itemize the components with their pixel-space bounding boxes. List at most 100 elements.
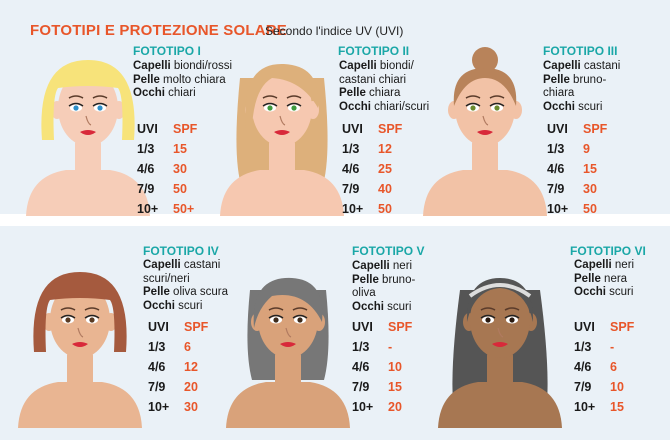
- description-line: Pelle nera: [574, 273, 634, 287]
- uvi-value: 1/3: [352, 340, 370, 354]
- spf-value: 30: [583, 182, 597, 196]
- uvi-header: UVI: [574, 320, 595, 334]
- spf-value: 6: [610, 360, 617, 374]
- description-key: Capelli: [543, 60, 581, 72]
- description-line: Pelle oliva scura: [143, 286, 228, 300]
- uvi-value: 4/6: [137, 162, 155, 176]
- phototype-title: FOTOTIPO IV: [143, 244, 219, 258]
- phototype-title: FOTOTIPO VI: [570, 244, 646, 258]
- portrait-5: [226, 277, 350, 428]
- spf-value: 50: [378, 202, 392, 216]
- description-value: bruno-: [378, 273, 416, 286]
- description-key: Capelli: [574, 259, 612, 271]
- description-line: scuri/neri: [143, 273, 228, 287]
- description-line: Occhi chiari: [133, 87, 232, 101]
- description-value: chiara: [543, 87, 575, 99]
- spf-value: 12: [184, 360, 198, 374]
- spf-value: 50: [173, 182, 187, 196]
- portrait-6: [438, 278, 562, 428]
- description-line: Pelle bruno-: [352, 274, 415, 288]
- phototype-description: Capelli neri Pelle bruno-oliva Occhi scuri: [352, 260, 415, 314]
- phototype-description: Capelli neri Pelle nera Occhi scuri: [574, 259, 634, 300]
- uvi-value: 7/9: [148, 380, 166, 394]
- spf-value: 50: [583, 202, 597, 216]
- spf-value: -: [388, 340, 393, 354]
- phototype-title: FOTOTIPO II: [338, 44, 410, 58]
- uvi-value: 10+: [137, 202, 159, 216]
- phototype-description: Capelli castani scuri/neri Pelle oliva scu…: [143, 259, 228, 313]
- spf-value: 6: [184, 340, 191, 354]
- phototype-title: FOTOTIPO I: [133, 44, 201, 58]
- description-line: Capelli castani: [143, 259, 228, 273]
- uvi-value: 1/3: [547, 142, 565, 156]
- spf-value: 15: [583, 162, 597, 176]
- spf-value: 40: [378, 182, 392, 196]
- spf-value: 15: [610, 400, 624, 414]
- description-key: Occhi: [543, 100, 575, 113]
- description-line: Capelli castani: [543, 60, 620, 74]
- description-value: molto chiara: [159, 73, 226, 86]
- description-key: Occhi: [143, 299, 175, 312]
- description-key: Pelle: [574, 272, 601, 285]
- uvi-value: 4/6: [574, 360, 592, 374]
- description-value: neri: [389, 260, 413, 272]
- spf-value: 20: [184, 380, 198, 394]
- uvi-header: UVI: [342, 122, 363, 136]
- description-line: Pelle bruno-: [543, 74, 620, 88]
- spf-value: 10: [388, 360, 402, 374]
- description-line: Occhi scuri: [543, 101, 620, 115]
- description-value: scuri: [574, 100, 603, 113]
- uvi-value: 4/6: [352, 360, 370, 374]
- portrait-2: [220, 63, 344, 216]
- description-line: Occhi scuri: [574, 286, 634, 300]
- uvi-header: UVI: [148, 320, 169, 334]
- uvi-value: 1/3: [148, 340, 166, 354]
- spf-value: 50+: [173, 202, 195, 216]
- phototype-description: Capelli biondi/rossi Pelle molto chiara Oc…: [133, 60, 232, 101]
- description-key: Pelle: [143, 286, 170, 298]
- description-value: bruno-: [569, 73, 607, 86]
- uvi-value: 7/9: [574, 380, 592, 394]
- description-key: Occhi: [339, 100, 371, 113]
- uvi-value: 10+: [547, 202, 569, 216]
- uvi-header: UVI: [547, 122, 568, 136]
- description-value: castani chiari: [339, 73, 407, 86]
- uvi-value: 7/9: [547, 182, 565, 196]
- page-title: FOTOTIPI E PROTEZIONE SOLARE: [30, 22, 288, 39]
- description-value: castani: [180, 259, 221, 271]
- description-key: Occhi: [352, 300, 384, 313]
- phototype-description: Capelli castani Pelle bruno-chiara Occhi s…: [543, 60, 620, 114]
- portrait-4: [18, 272, 142, 428]
- uvi-value: 7/9: [352, 380, 370, 394]
- description-value: scuri: [605, 286, 634, 298]
- uvi-header: UVI: [137, 122, 158, 136]
- spf-value: 10: [610, 380, 624, 394]
- page-subtitle: Secondo l'indice UV (UVI): [265, 24, 404, 38]
- spf-value: 25: [378, 162, 392, 176]
- description-key: Occhi: [133, 87, 165, 99]
- uvi-header: UVI: [352, 320, 373, 334]
- description-value: oliva scura: [169, 286, 229, 298]
- spf-value: 30: [184, 400, 198, 414]
- phototype-title: FOTOTIPO III: [543, 44, 618, 58]
- description-key: Pelle: [543, 73, 570, 86]
- uvi-value: 4/6: [342, 162, 360, 176]
- description-line: Pelle molto chiara: [133, 74, 232, 88]
- description-value: neri: [611, 259, 635, 271]
- description-line: Occhi chiari/scuri: [339, 101, 429, 115]
- description-value: castani: [580, 60, 621, 72]
- uvi-value: 1/3: [137, 142, 155, 156]
- spf-value: 15: [388, 380, 402, 394]
- spf-value: 12: [378, 142, 392, 156]
- description-key: Pelle: [133, 73, 160, 86]
- description-value: chiari: [164, 87, 196, 99]
- description-value: biondi/: [376, 60, 414, 72]
- uvi-value: 7/9: [342, 182, 360, 196]
- description-line: Occhi scuri: [352, 301, 415, 315]
- spf-value: 30: [173, 162, 187, 176]
- spf-value: 9: [583, 142, 590, 156]
- description-key: Pelle: [339, 87, 366, 99]
- description-line: castani chiari: [339, 74, 429, 88]
- description-value: oliva: [352, 287, 376, 299]
- spf-header: SPF: [583, 122, 608, 136]
